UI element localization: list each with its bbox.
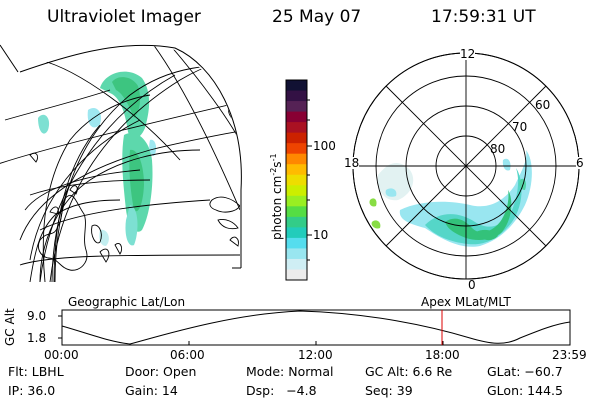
right-panel-caption: Apex MLat/MLT bbox=[421, 295, 511, 309]
colorbar-segment bbox=[286, 258, 307, 270]
dsp-value: Dsp: −4.8 bbox=[246, 383, 317, 398]
altitude-tick-low: 1.8 bbox=[27, 331, 47, 345]
colorbar-gradient bbox=[286, 80, 307, 281]
colorbar bbox=[285, 79, 312, 281]
colorbar-segment bbox=[286, 227, 307, 239]
polar-grid bbox=[352, 52, 580, 280]
mlat-label-80: 80 bbox=[490, 142, 506, 156]
door-value: Door: Open bbox=[125, 364, 197, 379]
mlat-label-70: 70 bbox=[512, 120, 528, 134]
colorbar-segment bbox=[286, 132, 307, 144]
mlt-label-dusk: 18 bbox=[344, 156, 360, 170]
colorbar-segment bbox=[286, 216, 307, 228]
ip-value: IP: 36.0 bbox=[8, 383, 56, 398]
colorbar-segment bbox=[286, 185, 307, 197]
colorbar-segment bbox=[286, 195, 307, 207]
geographic-longitude-value: GLon: 144.5 bbox=[487, 383, 563, 398]
geographic-image-panel bbox=[0, 45, 241, 282]
aurora-emission-polar bbox=[369, 150, 532, 247]
mlt-label-noon: 12 bbox=[460, 47, 476, 61]
observation-time: 17:59:31 UT bbox=[431, 7, 536, 27]
colorbar-segment bbox=[286, 153, 307, 165]
geographic-latitude-value: GLat: −60.7 bbox=[487, 364, 563, 379]
colorbar-segment bbox=[286, 143, 307, 155]
mlat-label-60: 60 bbox=[535, 98, 551, 112]
mlt-label-dawn: 6 bbox=[576, 156, 584, 170]
colorbar-segment bbox=[286, 122, 307, 134]
left-panel-caption: Geographic Lat/Lon bbox=[68, 295, 186, 309]
colorbar-tick-label-10: 10 bbox=[313, 228, 329, 242]
colorbar-segment bbox=[286, 90, 307, 102]
polar-image-panel bbox=[352, 52, 580, 280]
altitude-plot bbox=[58, 309, 571, 346]
instrument-title: Ultraviolet Imager bbox=[47, 7, 201, 27]
colorbar-segment bbox=[286, 111, 307, 123]
gc-altitude-value: GC Alt: 6.6 Re bbox=[365, 364, 453, 379]
colorbar-segment bbox=[286, 174, 307, 186]
time-tick-0000: 00:00 bbox=[44, 348, 79, 362]
left-panel-frame bbox=[0, 44, 242, 269]
altitude-axis-label: GC Alt bbox=[3, 308, 17, 346]
gain-value: Gain: 14 bbox=[125, 383, 178, 398]
colorbar-segment bbox=[286, 164, 307, 176]
time-tick-1200: 12:00 bbox=[298, 348, 333, 362]
colorbar-segment bbox=[286, 237, 307, 249]
altitude-plot-frame bbox=[61, 309, 571, 346]
time-tick-2359: 23:59 bbox=[552, 348, 587, 362]
colorbar-frame bbox=[285, 79, 308, 281]
observation-date: 25 May 07 bbox=[272, 7, 362, 27]
colorbar-segment bbox=[286, 248, 307, 260]
orbit-altitude-curve bbox=[61, 310, 571, 345]
colorbar-tick-label-100: 100 bbox=[313, 139, 336, 153]
mode-value: Mode: Normal bbox=[246, 364, 334, 379]
time-tick-1800: 18:00 bbox=[425, 348, 460, 362]
sequence-value: Seq: 39 bbox=[365, 383, 413, 398]
colorbar-segment bbox=[286, 269, 307, 281]
time-tick-0600: 06:00 bbox=[170, 348, 205, 362]
colorbar-segment bbox=[286, 101, 307, 113]
filter-value: Flt: LBHL bbox=[8, 364, 64, 379]
colorbar-segment bbox=[286, 206, 307, 218]
mlt-label-midnight: 0 bbox=[468, 278, 476, 292]
colorbar-segment bbox=[286, 80, 307, 92]
colorbar-unit-label: photon cm-2s-1 bbox=[269, 153, 284, 240]
altitude-tick-high: 9.0 bbox=[27, 309, 47, 323]
